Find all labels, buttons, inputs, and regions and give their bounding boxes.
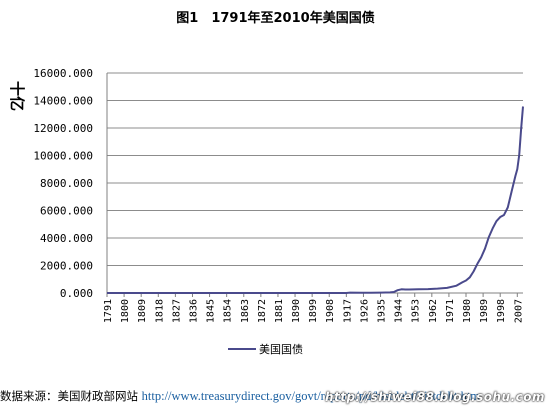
y-tick-label: 10000.000: [33, 150, 93, 163]
source-prefix: 数据来源：美国财政部网站: [0, 389, 142, 403]
x-tick-label: 1971: [445, 299, 456, 323]
x-tick-label: 1935: [377, 299, 388, 323]
gridlines: [107, 72, 523, 266]
y-tick-label: 12000.000: [33, 122, 93, 135]
x-tick-label: 1962: [428, 299, 439, 323]
x-tick-label: 1953: [411, 299, 422, 323]
x-tick-label: 1818: [154, 299, 165, 323]
legend-label-series: 美国国债: [259, 342, 303, 356]
x-tick-label: 1800: [120, 299, 131, 323]
x-tick-label: 1854: [223, 299, 234, 323]
series-layer: [107, 106, 524, 294]
y-tick-label: 16000.000: [33, 67, 93, 80]
x-tick-label: 1980: [462, 299, 473, 323]
x-tick-label: 1809: [137, 299, 148, 323]
x-tick-label: 2007: [513, 299, 524, 323]
axes: [106, 73, 523, 297]
y-tick-label: 8000.000: [40, 177, 93, 190]
x-tick-label: 1863: [240, 299, 251, 323]
x-tick-labels: 1791 1800 1809 1818 1827 1836 1845 1854 1863 1872…: [103, 299, 524, 323]
x-tick-label: 1881: [274, 299, 285, 323]
y-tick-labels: 0.000 2000.000 4000.000 6000.000 8000.000 100…: [33, 67, 93, 300]
y-tick-label: 4000.000: [40, 232, 93, 245]
x-tick-label: 1989: [479, 299, 490, 323]
x-tick-label: 1845: [206, 299, 217, 323]
x-tick-label: 1899: [308, 299, 319, 323]
x-tick-label: 1908: [325, 299, 336, 323]
x-tick-label: 1944: [394, 299, 405, 323]
x-tick-label: 1926: [359, 299, 370, 323]
legend: 美国国债: [228, 342, 303, 356]
x-tick-label: 1872: [257, 299, 268, 323]
x-tick-label: 1917: [342, 299, 353, 323]
x-tick-label: 1791: [103, 299, 114, 323]
y-tick-label: 6000.000: [40, 205, 93, 218]
chart-title: 图1 1791年至2010年美国国债: [176, 11, 375, 26]
y-axis-label: 十亿: [8, 81, 26, 111]
x-tick-label: 1827: [171, 299, 182, 323]
watermark-text: http://shiwei88.blog.sohu.com: [324, 390, 545, 404]
x-tick-label: 1890: [291, 299, 302, 323]
y-tick-label: 2000.000: [40, 260, 93, 273]
y-tick-label: 14000.000: [33, 95, 93, 108]
y-tick-label: 0.000: [60, 287, 93, 300]
x-tick-label: 1998: [496, 299, 507, 323]
x-tick-label: 1836: [188, 299, 199, 323]
series-line: [107, 106, 524, 294]
source-link[interactable]: http://www.treasurydirect.gov/govt/repor…: [141, 389, 481, 403]
source-line: 数据来源：美国财政部网站 http://www.treasurydirect.g…: [0, 388, 551, 406]
